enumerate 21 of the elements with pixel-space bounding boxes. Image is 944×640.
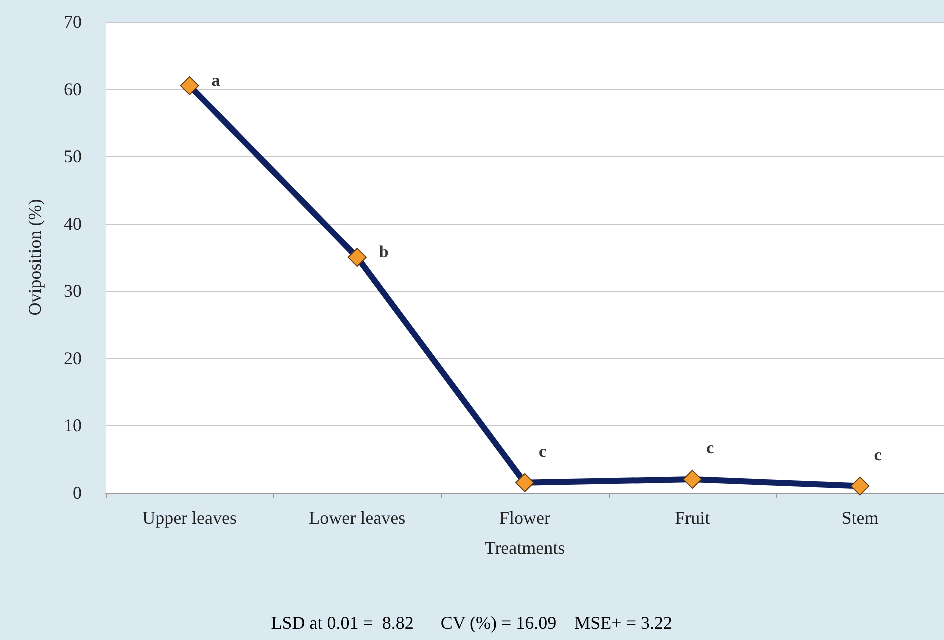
annotation: c — [539, 442, 547, 461]
x-tick-label: Lower leaves — [309, 508, 406, 528]
y-tick-label: 0 — [73, 483, 82, 503]
annotation: b — [379, 242, 389, 262]
x-tick-label: Fruit — [675, 508, 710, 528]
y-tick-label: 40 — [64, 214, 82, 234]
y-tick-label: 30 — [64, 281, 82, 302]
y-tick-label: 50 — [64, 146, 82, 167]
y-tick-label: 10 — [64, 416, 82, 436]
annotation: c — [874, 445, 882, 464]
x-axis-title: Treatments — [484, 538, 566, 558]
annotation: a — [212, 70, 221, 90]
y-tick-label: 60 — [64, 79, 82, 100]
text: LSD at 0.01 = 8.82 CV (%) = 16.09 MSE+ = 3.22 — [271, 613, 672, 633]
y-tick-label: 70 — [64, 12, 82, 32]
y-axis-title: Oviposition (%) — [25, 199, 45, 316]
y-tick-label: 20 — [64, 348, 82, 368]
x-tick-label: Flower — [500, 508, 550, 528]
annotation: c — [706, 438, 715, 458]
x-tick-label: Stem — [842, 508, 879, 528]
x-tick-label: Upper leaves — [142, 508, 238, 528]
